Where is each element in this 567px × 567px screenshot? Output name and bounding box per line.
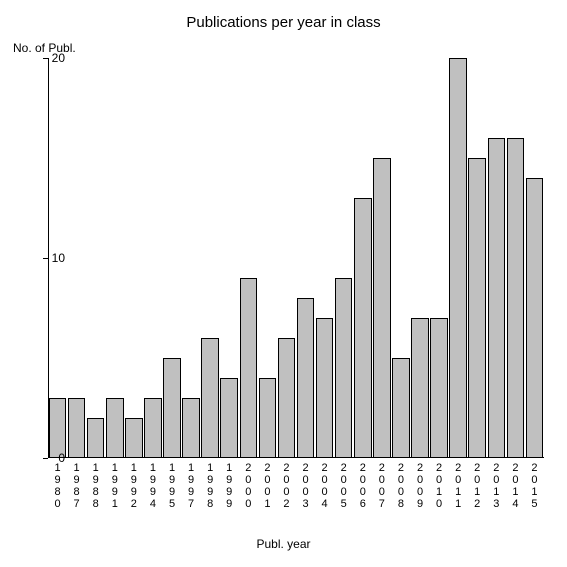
x-tick-label: 2012 — [471, 462, 483, 510]
x-tick-label: 2008 — [395, 462, 407, 510]
x-tick-label: 2013 — [490, 462, 502, 510]
y-tick — [43, 58, 48, 59]
bar — [68, 398, 86, 458]
y-axis-label: No. of Publ. — [13, 41, 76, 55]
chart-title: Publications per year in class — [0, 14, 567, 31]
bar — [526, 178, 544, 458]
bar — [163, 358, 181, 458]
bar — [259, 378, 277, 458]
bar — [49, 398, 67, 458]
bar — [354, 198, 372, 458]
x-tick-label: 1980 — [52, 462, 64, 510]
y-tick-label: 20 — [52, 51, 65, 65]
bar — [411, 318, 429, 458]
y-tick — [43, 458, 48, 459]
x-tick-label: 2010 — [433, 462, 445, 510]
chart-container: Publications per year in class No. of Pu… — [0, 0, 567, 567]
bar — [278, 338, 296, 458]
x-tick-label: 1998 — [204, 462, 216, 510]
bar — [392, 358, 410, 458]
bar — [182, 398, 200, 458]
x-tick-label: 2000 — [242, 462, 254, 510]
x-tick-label: 2005 — [338, 462, 350, 510]
bar — [144, 398, 162, 458]
x-tick-label: 2002 — [280, 462, 292, 510]
x-tick-label: 2007 — [376, 462, 388, 510]
x-tick-label: 1988 — [90, 462, 102, 510]
bar — [297, 298, 315, 458]
x-tick-label: 1994 — [147, 462, 159, 510]
x-tick-label: 2004 — [319, 462, 331, 510]
x-tick-label: 2001 — [261, 462, 273, 510]
bar — [507, 138, 525, 458]
bar — [220, 378, 238, 458]
bar — [316, 318, 334, 458]
bar — [335, 278, 353, 458]
bar — [488, 138, 506, 458]
bar — [240, 278, 258, 458]
bar — [106, 398, 124, 458]
bar — [449, 58, 467, 458]
x-tick-label: 2015 — [528, 462, 540, 510]
x-tick-label: 1992 — [128, 462, 140, 510]
y-tick-label: 10 — [52, 251, 65, 265]
x-tick-label: 2003 — [300, 462, 312, 510]
x-axis-label: Publ. year — [0, 537, 567, 551]
x-tick-label: 2006 — [357, 462, 369, 510]
bar — [125, 418, 143, 458]
x-tick-label: 1991 — [109, 462, 121, 510]
bar — [201, 338, 219, 458]
x-tick-label: 2009 — [414, 462, 426, 510]
bar — [373, 158, 391, 458]
bar — [87, 418, 105, 458]
x-tick-label: 2011 — [452, 462, 464, 510]
plot-area: 1980198719881991199219941995199719981999… — [48, 58, 544, 458]
y-tick-label: 0 — [58, 451, 65, 465]
x-tick-label: 1987 — [71, 462, 83, 510]
bar — [468, 158, 486, 458]
x-tick-label: 2014 — [509, 462, 521, 510]
x-tick-label: 1995 — [166, 462, 178, 510]
x-tick-label: 1997 — [185, 462, 197, 510]
x-tick-label: 1999 — [223, 462, 235, 510]
bar — [430, 318, 448, 458]
y-tick — [43, 258, 48, 259]
